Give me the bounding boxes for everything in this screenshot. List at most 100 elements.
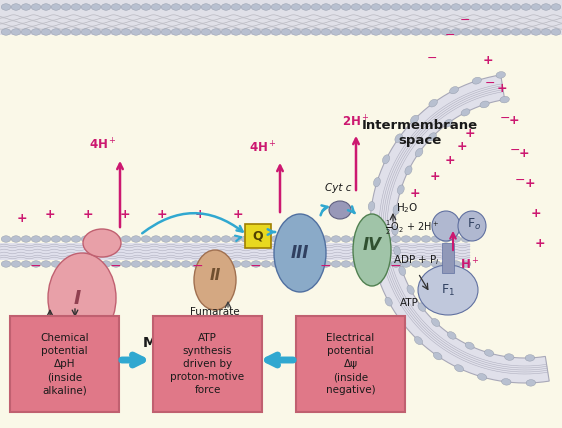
Ellipse shape <box>61 236 71 242</box>
Ellipse shape <box>401 29 411 35</box>
Ellipse shape <box>418 265 478 315</box>
Text: +: + <box>525 176 536 190</box>
Ellipse shape <box>51 29 61 35</box>
Ellipse shape <box>461 109 470 116</box>
Ellipse shape <box>401 4 411 10</box>
Text: −: − <box>427 51 437 65</box>
Text: −: − <box>515 173 525 187</box>
Bar <box>0 0 562 35</box>
Ellipse shape <box>121 236 131 242</box>
Ellipse shape <box>241 29 251 35</box>
Ellipse shape <box>381 29 391 35</box>
Ellipse shape <box>465 342 474 349</box>
Ellipse shape <box>500 96 509 103</box>
Text: +: + <box>410 187 420 199</box>
Ellipse shape <box>301 4 311 10</box>
Ellipse shape <box>407 285 414 294</box>
Ellipse shape <box>371 29 380 35</box>
Ellipse shape <box>381 236 391 242</box>
Text: +: + <box>17 211 28 225</box>
Ellipse shape <box>321 4 331 10</box>
Ellipse shape <box>351 29 361 35</box>
Ellipse shape <box>231 261 241 267</box>
Text: H$^+$: H$^+$ <box>460 257 479 273</box>
Text: −: − <box>249 259 261 273</box>
Ellipse shape <box>271 4 281 10</box>
Ellipse shape <box>21 29 31 35</box>
Ellipse shape <box>61 261 71 267</box>
Ellipse shape <box>411 261 421 267</box>
Text: −: − <box>445 29 455 42</box>
Ellipse shape <box>261 4 271 10</box>
Ellipse shape <box>71 29 81 35</box>
Ellipse shape <box>472 77 482 84</box>
Text: Chemical
potential
ΔpH
(inside
alkaline): Chemical potential ΔpH (inside alkaline) <box>40 333 89 395</box>
Text: F$_o$: F$_o$ <box>467 217 481 232</box>
Text: +: + <box>194 208 205 220</box>
Ellipse shape <box>551 29 561 35</box>
Ellipse shape <box>501 29 511 35</box>
Ellipse shape <box>431 236 441 242</box>
Ellipse shape <box>121 4 131 10</box>
Ellipse shape <box>271 29 281 35</box>
Ellipse shape <box>361 261 371 267</box>
Ellipse shape <box>161 261 171 267</box>
Text: +: + <box>534 237 545 250</box>
Ellipse shape <box>191 261 201 267</box>
Ellipse shape <box>431 4 441 10</box>
Ellipse shape <box>121 29 131 35</box>
Ellipse shape <box>541 4 551 10</box>
Ellipse shape <box>361 29 371 35</box>
Ellipse shape <box>397 185 404 194</box>
Ellipse shape <box>61 29 71 35</box>
Ellipse shape <box>526 380 536 386</box>
Ellipse shape <box>31 29 41 35</box>
Ellipse shape <box>368 202 375 211</box>
Ellipse shape <box>182 29 191 35</box>
Ellipse shape <box>405 166 412 175</box>
Ellipse shape <box>21 261 31 267</box>
Ellipse shape <box>261 29 271 35</box>
Bar <box>442 243 454 273</box>
Ellipse shape <box>31 4 41 10</box>
Ellipse shape <box>411 29 421 35</box>
Ellipse shape <box>418 303 425 311</box>
Ellipse shape <box>51 261 61 267</box>
Ellipse shape <box>478 374 487 380</box>
Ellipse shape <box>221 261 231 267</box>
Ellipse shape <box>241 261 251 267</box>
Ellipse shape <box>251 29 261 35</box>
FancyBboxPatch shape <box>10 316 119 412</box>
Ellipse shape <box>451 4 461 10</box>
Text: II: II <box>210 268 221 282</box>
Ellipse shape <box>241 4 251 10</box>
Ellipse shape <box>182 261 191 267</box>
Ellipse shape <box>432 211 460 241</box>
Ellipse shape <box>81 261 90 267</box>
Ellipse shape <box>441 4 451 10</box>
Ellipse shape <box>261 236 271 242</box>
Ellipse shape <box>51 236 61 242</box>
Ellipse shape <box>161 29 171 35</box>
Ellipse shape <box>311 261 321 267</box>
Ellipse shape <box>461 236 471 242</box>
Text: +: + <box>157 208 167 220</box>
Ellipse shape <box>201 29 211 35</box>
Ellipse shape <box>432 318 440 327</box>
Ellipse shape <box>431 261 441 267</box>
Ellipse shape <box>41 29 51 35</box>
Ellipse shape <box>211 29 221 35</box>
Ellipse shape <box>101 236 111 242</box>
Ellipse shape <box>111 4 121 10</box>
Ellipse shape <box>451 261 461 267</box>
Ellipse shape <box>461 261 471 267</box>
Text: −: − <box>29 259 41 273</box>
Text: −: − <box>191 259 203 273</box>
Ellipse shape <box>141 29 151 35</box>
Ellipse shape <box>480 101 489 108</box>
Ellipse shape <box>251 261 261 267</box>
Ellipse shape <box>391 236 401 242</box>
Ellipse shape <box>191 236 201 242</box>
Ellipse shape <box>48 253 116 343</box>
Text: −: − <box>460 14 470 27</box>
